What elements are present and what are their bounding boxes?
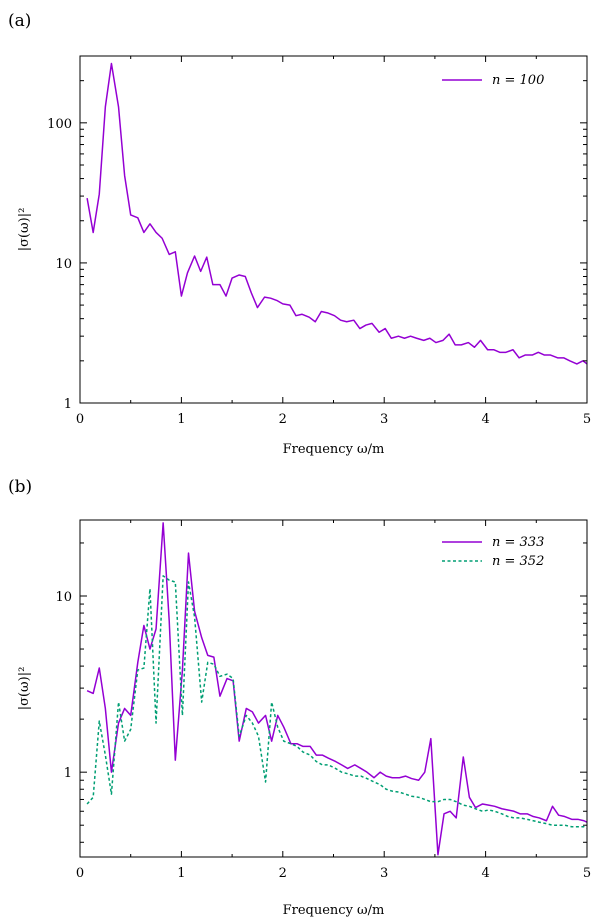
y-tick-label: 1	[64, 397, 72, 412]
x-tick-label: 2	[279, 412, 287, 427]
series-line-1	[86, 575, 587, 829]
x-tick-label: 3	[380, 412, 388, 427]
series-line-0	[86, 522, 587, 856]
x-tick-label: 0	[76, 412, 84, 427]
series-group	[86, 62, 587, 365]
legend-label-0: n = 100	[492, 73, 544, 88]
x-axis-label: Frequency ω/m	[283, 442, 385, 457]
x-tick-label: 4	[481, 866, 489, 881]
y-axis-label: |σ(ω)|²	[17, 208, 32, 252]
x-tick-label: 3	[380, 866, 388, 881]
chart-panel-1: (b) 0 1 2 3 4 5 1 10 Frequency ω/m |σ(ω)|² n = 333 n…	[8, 477, 591, 918]
plot-frame	[79, 519, 588, 858]
x-axis-label: Frequency ω/m	[283, 903, 385, 918]
x-tick-label: 1	[177, 412, 185, 427]
panel-label: (a)	[8, 11, 31, 31]
series-group	[86, 522, 587, 856]
x-tick-label: 4	[481, 412, 489, 427]
y-axis-label: |σ(ω)|²	[17, 667, 32, 711]
x-tick-label: 5	[583, 412, 591, 427]
x-tick-label: 2	[279, 866, 287, 881]
x-tick-label: 1	[177, 866, 185, 881]
y-tick-label: 10	[55, 590, 72, 605]
y-tick-label: 100	[47, 117, 72, 132]
x-tick-label: 5	[583, 866, 591, 881]
series-line-0	[86, 62, 587, 365]
legend-label-1: n = 352	[492, 554, 544, 569]
y-tick-label: 10	[55, 257, 72, 272]
panel-label: (b)	[8, 477, 32, 497]
x-tick-label: 0	[76, 866, 84, 881]
y-tick-label: 1	[64, 766, 72, 781]
legend-label-0: n = 333	[492, 535, 544, 550]
